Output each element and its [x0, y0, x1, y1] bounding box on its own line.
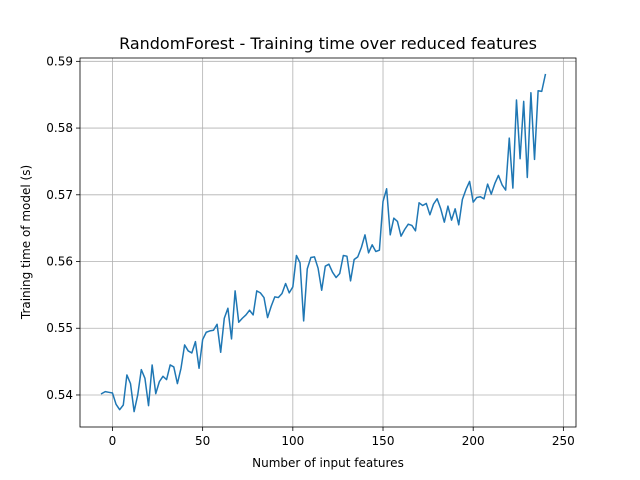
y-tick-label: 0.54 [46, 388, 73, 402]
y-axis-label: Training time of model (s) [19, 165, 33, 320]
y-tick-label: 0.57 [46, 188, 73, 202]
x-tick-label: 200 [462, 434, 485, 448]
y-tick-label: 0.59 [46, 54, 73, 68]
y-tick-label: 0.56 [46, 255, 73, 269]
x-tick-label: 150 [372, 434, 395, 448]
grid-lines [80, 58, 576, 427]
series-line [100, 73, 547, 413]
x-tick-label: 100 [281, 434, 304, 448]
axis-ticks: 0 50 100 150 200 250 0.54 0.55 0.56 0.57 0.58 0.59 [46, 54, 575, 448]
x-tick-label: 250 [552, 434, 575, 448]
plot-frame [79, 57, 577, 428]
series-layer [100, 73, 547, 413]
y-tick-label: 0.55 [46, 321, 73, 335]
x-tick-label: 50 [195, 434, 210, 448]
chart-title: RandomForest - Training time over reduce… [119, 34, 537, 53]
y-tick-label: 0.58 [46, 121, 73, 135]
x-tick-label: 0 [109, 434, 117, 448]
x-axis-label: Number of input features [252, 456, 404, 470]
